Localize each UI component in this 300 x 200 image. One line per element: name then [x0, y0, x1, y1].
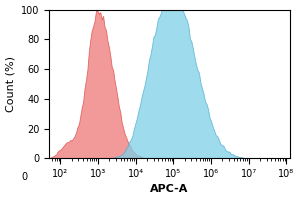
Y-axis label: Count (%): Count (%) [6, 56, 16, 112]
X-axis label: APC-A: APC-A [150, 184, 189, 194]
Text: 0: 0 [21, 172, 27, 182]
